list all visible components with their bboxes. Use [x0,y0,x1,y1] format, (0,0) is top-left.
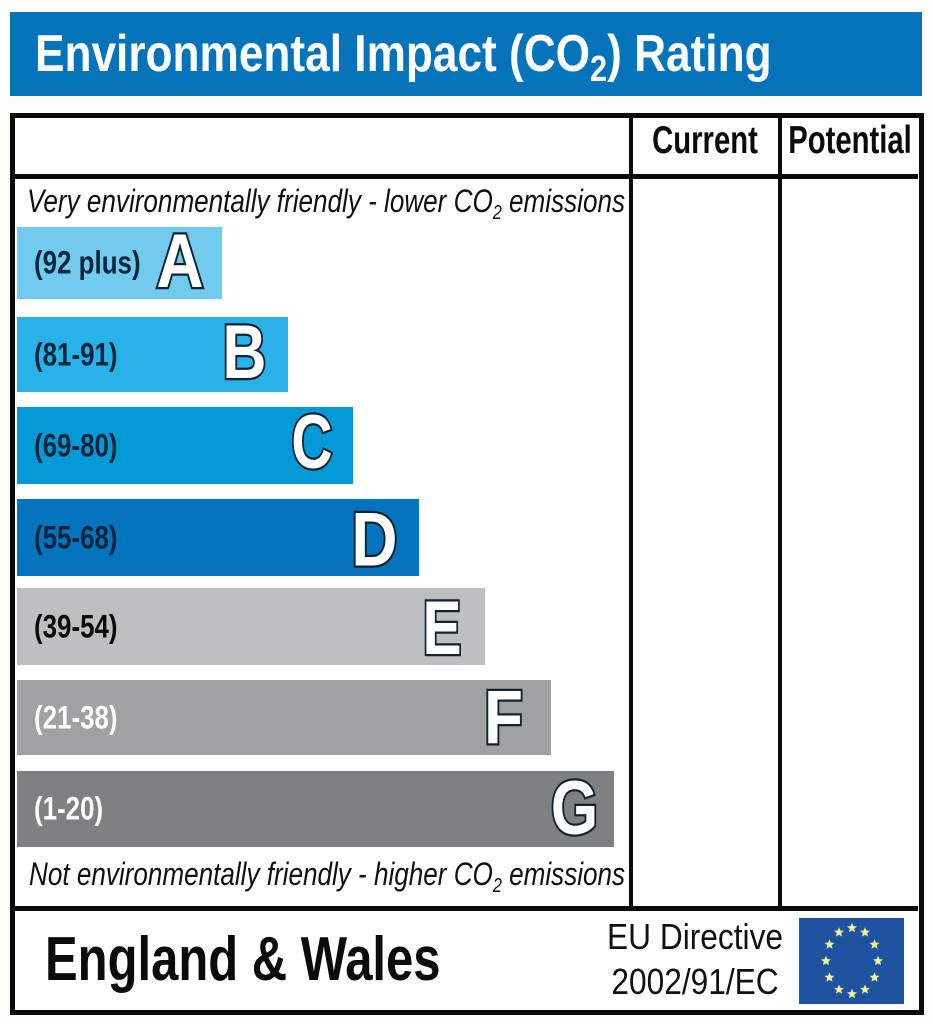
svg-text:F: F [484,674,523,760]
svg-text:B: B [223,310,267,395]
svg-text:C: C [291,400,332,485]
svg-text:D: D [351,496,397,582]
svg-text:G: G [551,766,598,851]
svg-text:A: A [156,219,203,304]
svg-text:E: E [422,587,461,671]
